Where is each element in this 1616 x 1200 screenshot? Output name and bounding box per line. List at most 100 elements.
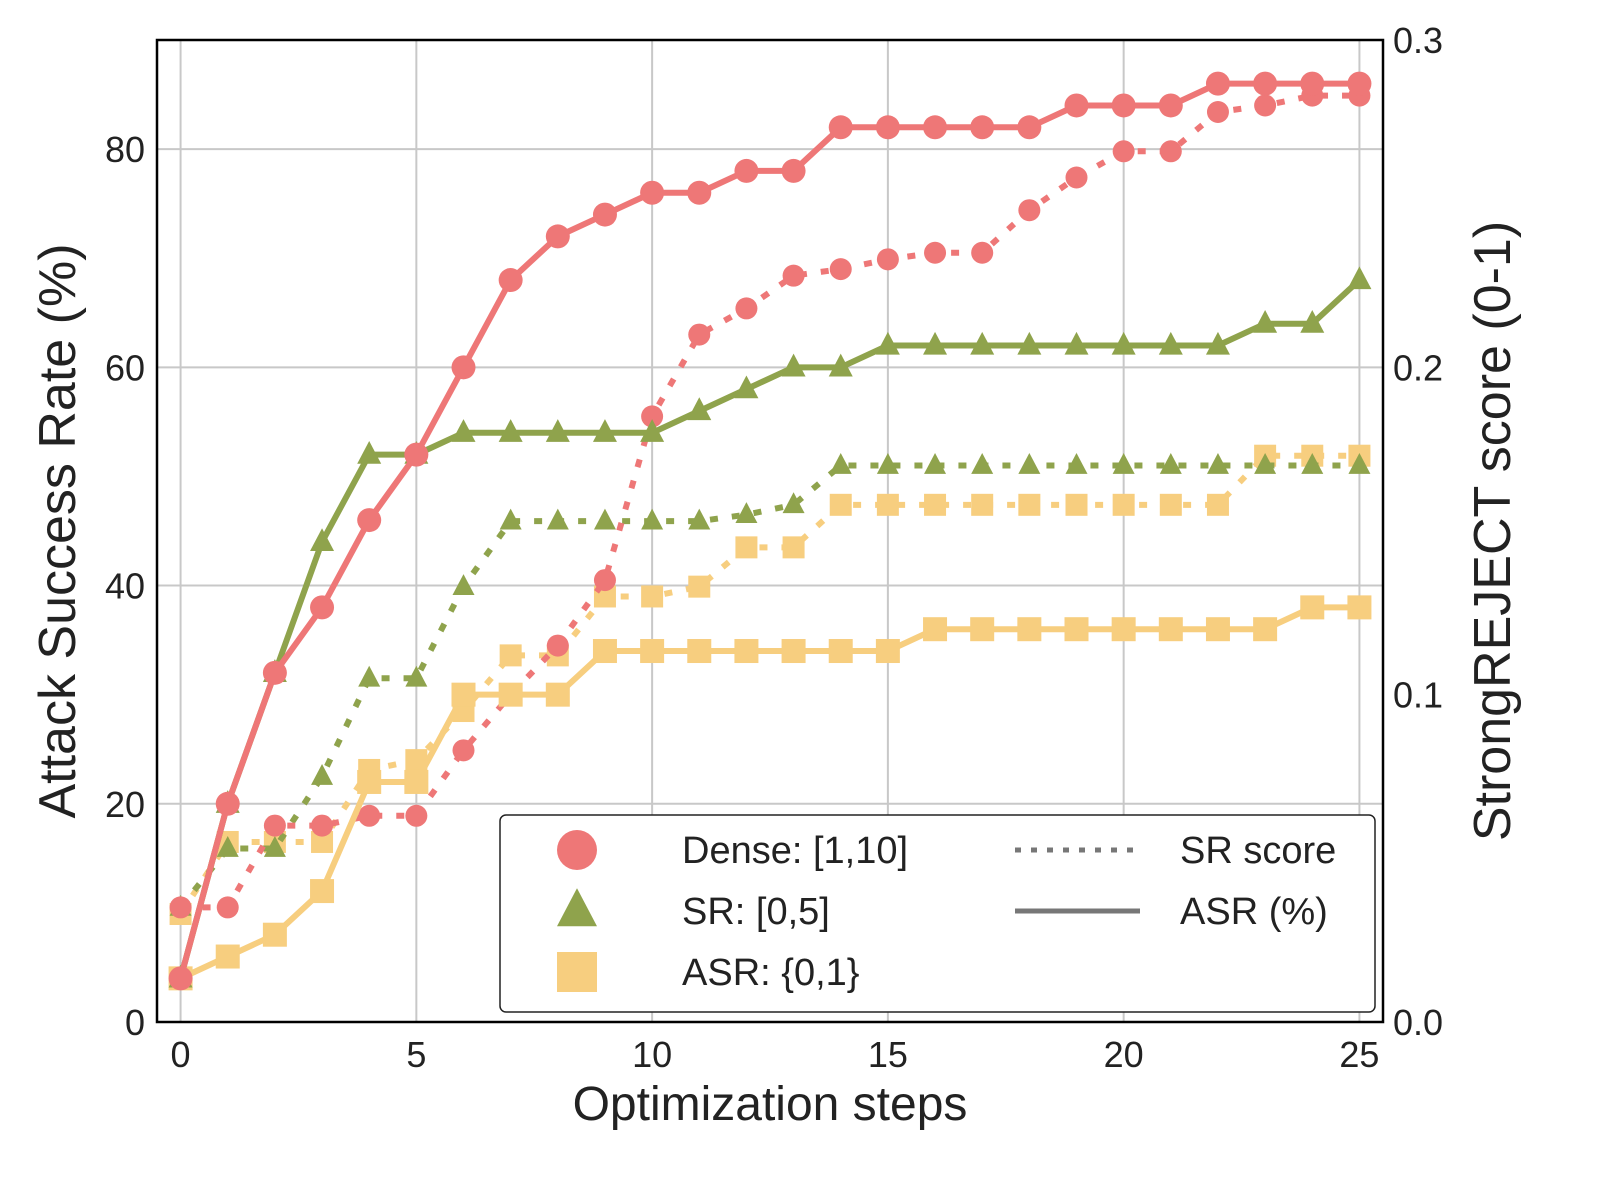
data-point: [498, 419, 523, 442]
legend-label: SR: [0,5]: [682, 891, 830, 933]
data-point: [687, 180, 712, 205]
y-tick-label: 60: [105, 347, 145, 388]
data-point: [640, 419, 665, 442]
data-point: [1065, 452, 1088, 474]
data-point: [1254, 452, 1277, 474]
data-point: [641, 405, 664, 428]
data-point: [923, 115, 948, 140]
data-point: [1254, 94, 1277, 117]
y-axis-right-label: StrongREJECT score (0-1): [1464, 221, 1522, 841]
legend: Dense: [1,10] SR: [0,5] ASR: {0,1} SR score…: [499, 814, 1376, 1013]
data-point: [498, 268, 523, 293]
x-tick-label: 20: [1104, 1034, 1144, 1075]
legend-marker-circle: [557, 830, 597, 870]
data-point: [687, 397, 712, 421]
y-tick-label: 0: [125, 1002, 145, 1043]
data-point: [876, 452, 899, 474]
series-asr-square: [168, 595, 1372, 991]
data-point: [358, 665, 381, 687]
data-point: [688, 575, 711, 598]
data-point: [545, 419, 570, 442]
y-right-tick-label: 0.1: [1393, 675, 1443, 716]
data-point: [828, 353, 853, 377]
data-point: [781, 639, 806, 664]
data-point: [592, 202, 617, 227]
data-point: [1017, 115, 1042, 140]
data-point: [545, 224, 570, 249]
data-point: [1159, 452, 1182, 474]
data-point: [734, 375, 759, 399]
data-point: [499, 508, 522, 530]
y-tick-label: 20: [105, 784, 145, 825]
data-point: [876, 248, 899, 271]
legend-label: ASR (%): [1180, 891, 1328, 933]
data-point: [451, 355, 476, 380]
data-point: [1065, 166, 1088, 189]
data-point: [924, 452, 947, 474]
data-point: [924, 241, 947, 264]
data-point: [734, 639, 759, 664]
legend-label: SR score: [1180, 830, 1336, 872]
x-tick-label: 10: [632, 1034, 672, 1075]
data-point: [829, 258, 852, 281]
y-right-tick-label: 0.3: [1393, 20, 1443, 61]
data-point: [451, 682, 476, 707]
data-point: [1253, 617, 1278, 642]
legend-marker-triangle: [557, 888, 597, 927]
y-right-tick-label: 0.0: [1393, 1002, 1443, 1043]
series-line: [177, 277, 1362, 980]
series-srscore-circle: [169, 84, 1371, 919]
data-point: [971, 452, 994, 474]
data-point: [546, 508, 569, 530]
data-point: [688, 508, 711, 530]
data-point: [1158, 331, 1183, 355]
data-point: [592, 639, 617, 664]
data-point: [1347, 595, 1372, 620]
data-point: [1064, 617, 1089, 642]
data-point: [1348, 452, 1371, 474]
data-point: [641, 508, 664, 530]
data-point: [405, 665, 428, 687]
y-tick-label: 40: [105, 566, 145, 607]
y-right-tick-label: 0.2: [1393, 347, 1443, 388]
data-point: [452, 574, 475, 596]
data-point: [311, 830, 334, 853]
data-point: [498, 682, 523, 707]
data-point: [1017, 617, 1042, 642]
data-point: [875, 639, 900, 664]
data-point: [734, 158, 759, 183]
data-point: [1064, 93, 1089, 118]
data-point: [971, 493, 994, 516]
data-point: [1300, 71, 1325, 96]
data-point: [640, 639, 665, 664]
ticks: 0 5 10 15 20 25 0 20 40 60 80 0.0 0.1 0.2 0.3: [105, 20, 1443, 1075]
x-tick-label: 0: [171, 1034, 191, 1075]
data-point: [262, 922, 287, 947]
data-point: [829, 452, 852, 474]
data-point: [735, 502, 758, 523]
data-point: [828, 639, 853, 664]
data-point: [1111, 93, 1136, 118]
y-tick-label: 80: [105, 129, 145, 170]
x-tick-label: 15: [868, 1034, 908, 1075]
data-point: [1112, 140, 1135, 163]
data-point: [310, 595, 335, 620]
data-point: [215, 944, 240, 969]
data-point: [1018, 199, 1041, 222]
data-point: [1205, 617, 1230, 642]
legend-box: [499, 814, 1376, 1013]
data-point: [1347, 266, 1372, 290]
data-point: [781, 158, 806, 183]
data-point: [1253, 71, 1278, 96]
data-point: [782, 536, 805, 559]
data-point: [782, 264, 805, 287]
data-point: [216, 896, 239, 919]
data-point: [311, 814, 334, 837]
data-point: [1301, 452, 1324, 474]
data-point: [1347, 71, 1372, 96]
data-point: [1111, 617, 1136, 642]
data-point: [215, 791, 240, 816]
data-point: [1205, 71, 1230, 96]
legend-marker-square: [557, 952, 597, 992]
